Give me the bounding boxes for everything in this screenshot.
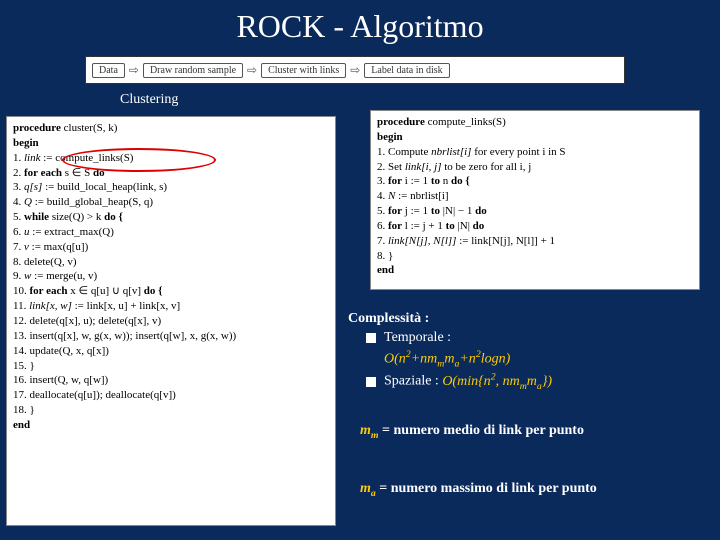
flow-step-data: Data (92, 63, 125, 78)
code-line: 3. q[s] := build_local_heap(link, s) (13, 180, 329, 195)
complexity-spatial: Spaziale : O(min{n2, nmmma}) (348, 370, 708, 393)
code-line: procedure cluster(S, k) (13, 121, 329, 136)
code-line: 16. insert(Q, w, q[w]) (13, 373, 329, 388)
definition-mm-text: = numero medio di link per punto (379, 423, 584, 438)
code-line: 2. for each s ∈ S do (13, 166, 329, 181)
pseudocode-cluster: procedure cluster(S, k)begin1. link := c… (6, 116, 336, 526)
code-line: 1. link := compute_links(S) (13, 151, 329, 166)
code-line: procedure compute_links(S) (377, 115, 693, 130)
code-line: 10. for each x ∈ q[u] ∪ q[v] do { (13, 284, 329, 299)
code-line: 17. deallocate(q[u]); deallocate(q[v]) (13, 388, 329, 403)
code-line: end (13, 418, 329, 433)
code-line: 13. insert(q[x], w, g(x, w)); insert(q[w… (13, 329, 329, 344)
complexity-block: Complessità :Temporale :O(n2+nmmma+n2log… (348, 310, 708, 393)
clustering-label: Clustering (120, 92, 178, 108)
code-line: begin (13, 136, 329, 151)
code-line: 12. delete(q[x], u); delete(q[x], v) (13, 314, 329, 329)
pipeline-flow: Data ⇨ Draw random sample ⇨ Cluster with… (85, 56, 625, 84)
definition-ma-text: = numero massimo di link per punto (376, 481, 597, 496)
code-line: 9. w := merge(u, v) (13, 269, 329, 284)
code-line: 5. while size(Q) > k do { (13, 210, 329, 225)
flow-step-sample: Draw random sample (143, 63, 243, 78)
code-line: 18. } (13, 403, 329, 418)
code-line: 3. for i := 1 to n do { (377, 174, 693, 189)
symbol-mm: mm (360, 423, 379, 438)
complexity-heading: Complessità : (348, 310, 708, 329)
code-line: begin (377, 130, 693, 145)
definition-ma: ma = numero massimo di link per punto (360, 480, 710, 501)
flow-step-cluster: Cluster with links (261, 63, 346, 78)
code-line: 2. Set link[i, j] to be zero for all i, … (377, 160, 693, 175)
complexity-temporal: Temporale : (348, 329, 708, 348)
code-line: 8. delete(Q, v) (13, 255, 329, 270)
complexity-temporal-formula: O(n2+nmmma+n2logn) (384, 348, 708, 371)
flow-arrow-icon: ⇨ (247, 63, 257, 78)
flow-arrow-icon: ⇨ (350, 63, 360, 78)
definition-mm: mm = numero medio di link per punto (360, 422, 710, 443)
code-line: 11. link[x, w] := link[x, u] + link[x, v… (13, 299, 329, 314)
code-line: 4. N := nbrlist[i] (377, 189, 693, 204)
code-line: 7. v := max(q[u]) (13, 240, 329, 255)
flow-step-label: Label data in disk (364, 63, 449, 78)
code-line: end (377, 263, 693, 278)
code-line: 1. Compute nbrlist[i] for every point i … (377, 145, 693, 160)
code-line: 6. u := extract_max(Q) (13, 225, 329, 240)
code-line: 4. Q := build_global_heap(S, q) (13, 195, 329, 210)
code-line: 5. for j := 1 to |N| − 1 do (377, 204, 693, 219)
pseudocode-compute-links: procedure compute_links(S)begin1. Comput… (370, 110, 700, 290)
code-line: 8. } (377, 249, 693, 264)
code-line: 7. link[N[j], N[l]] := link[N[j], N[l]] … (377, 234, 693, 249)
symbol-ma: ma (360, 481, 376, 496)
slide-title: ROCK - Algoritmo (0, 0, 720, 45)
code-line: 15. } (13, 359, 329, 374)
code-line: 6. for l := j + 1 to |N| do (377, 219, 693, 234)
code-line: 14. update(Q, x, q[x]) (13, 344, 329, 359)
flow-arrow-icon: ⇨ (129, 63, 139, 78)
